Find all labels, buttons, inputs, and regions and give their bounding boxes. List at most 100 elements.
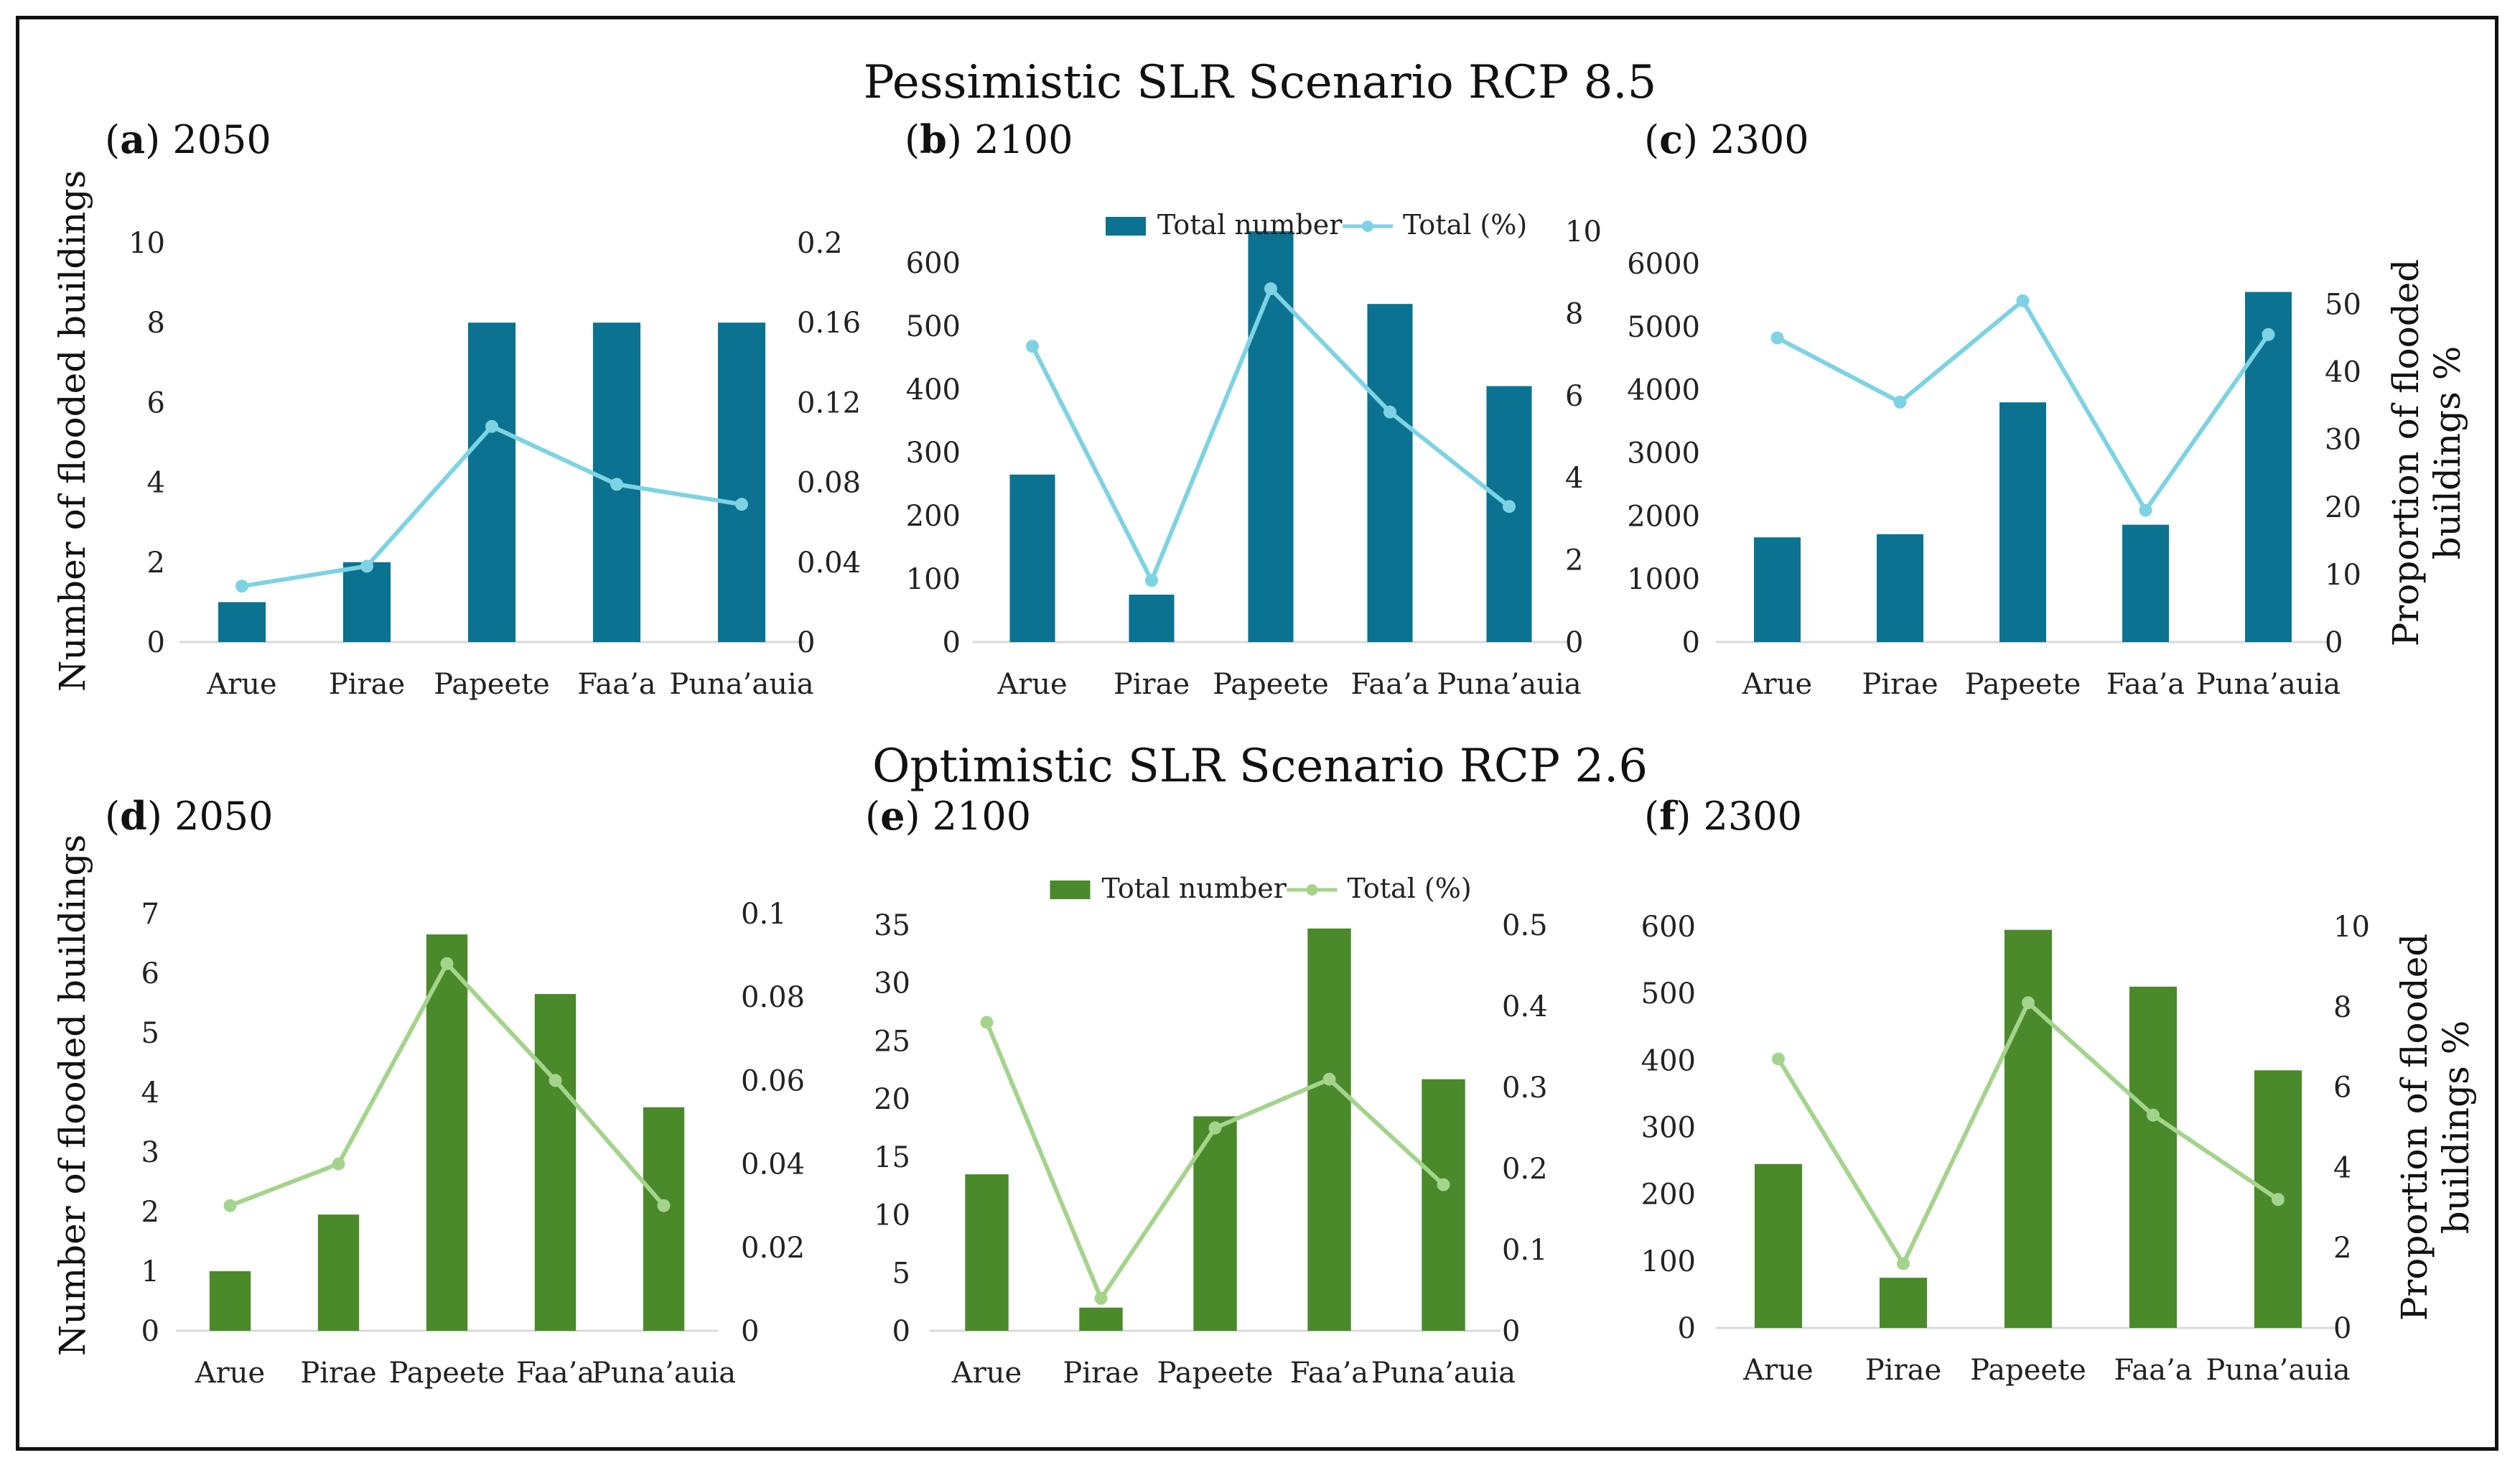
- right-tick-label: 20: [2325, 491, 2361, 524]
- panel-d: (d) 2050 0 1 2 3 4 5 6 7 0 0.02 0.04 0.06 0.08 0.1 Arue…: [105, 793, 805, 1390]
- category-label: Arue: [997, 668, 1067, 701]
- panel-letter: a: [120, 116, 145, 162]
- bar: [1754, 1163, 1803, 1328]
- bar: [2004, 929, 2053, 1328]
- left-tick-label: 2: [147, 547, 165, 580]
- category-label: Puna’auia: [1437, 668, 1581, 701]
- category-label: Faa’a: [1350, 668, 1429, 701]
- right-tick-label: 0: [2325, 626, 2343, 659]
- category-label: Puna’auia: [2196, 668, 2341, 701]
- percent-point: [1264, 282, 1277, 296]
- percent-point: [610, 478, 623, 491]
- left-tick-label: 25: [874, 1025, 910, 1058]
- left-tick-label: 400: [906, 373, 961, 406]
- bar: [2129, 986, 2178, 1328]
- right-tick-label: 0.4: [1502, 990, 1548, 1023]
- percent-point: [1383, 405, 1396, 419]
- legend-line-label: Total (%): [1348, 873, 1472, 904]
- left-tick-label: 5: [892, 1257, 910, 1290]
- right-tick-label: 0: [2333, 1312, 2351, 1345]
- category-label: Faa’a: [2106, 668, 2185, 701]
- legend-bar-label: Total number: [1102, 873, 1287, 904]
- left-tick-label: 2000: [1627, 500, 1700, 533]
- left-tick-label: 400: [1641, 1044, 1696, 1077]
- right-tick-label: 2: [2333, 1232, 2351, 1265]
- percent-point: [2262, 327, 2275, 341]
- percent-point: [1145, 574, 1158, 587]
- bar: [1877, 534, 1923, 642]
- right-tick-label: 0: [1565, 626, 1583, 659]
- category-label: Papeete: [1965, 668, 2081, 701]
- right-tick-label: 0.06: [741, 1064, 805, 1097]
- percent-point: [1094, 1291, 1108, 1305]
- panel-label: (c) 2300: [1644, 116, 1809, 162]
- left-tick-label: 6: [147, 386, 165, 419]
- category-label: Papeete: [1157, 1357, 1274, 1390]
- left-tick-label: 5000: [1627, 311, 1700, 344]
- percent-point: [1026, 340, 1039, 353]
- right-tick-label: 0.04: [741, 1148, 805, 1181]
- right-tick-label: 0.1: [1502, 1234, 1548, 1267]
- paren-close: ): [947, 117, 962, 162]
- bar: [643, 1107, 685, 1331]
- paren-close: ): [147, 794, 162, 839]
- right-tick-label: 0: [741, 1315, 759, 1348]
- percent-point: [2139, 503, 2152, 517]
- panel-label: (e) 2100: [865, 793, 1031, 839]
- paren-open: (: [905, 117, 920, 162]
- right-tick-label: 10: [1565, 215, 1602, 248]
- bar: [1422, 1079, 1465, 1331]
- paren-close: ): [1683, 117, 1698, 162]
- percent-point: [485, 419, 498, 433]
- left-axis-title-top: Number of flooded buildings: [52, 170, 93, 692]
- right-tick-label: 8: [1565, 297, 1583, 330]
- figure-frame: [16, 16, 2498, 1451]
- category-label: Puna’auia: [592, 1357, 736, 1390]
- bar: [1879, 1278, 1928, 1328]
- bar: [218, 602, 266, 642]
- panel-a: (a) 2050 0 2 4 6 8 10 0 0.04 0.08 0.12 0.16 0.2 Arue P…: [105, 116, 861, 701]
- percent-point: [1322, 1072, 1336, 1086]
- category-label: Puna’auia: [669, 668, 813, 701]
- right-tick-label: 50: [2325, 288, 2361, 321]
- bar: [1009, 474, 1055, 642]
- bar: [317, 1214, 360, 1331]
- category-label: Pirae: [1063, 1357, 1139, 1390]
- pessimistic-scenario-title: Pessimistic SLR Scenario RCP 8.5: [863, 56, 1657, 109]
- category-label: Papeete: [434, 668, 550, 701]
- percent-point: [440, 957, 454, 970]
- bar: [1367, 304, 1413, 642]
- right-tick-label: 0.08: [741, 981, 805, 1014]
- right-tick-label: 10: [2333, 911, 2370, 944]
- left-tick-label: 4000: [1627, 374, 1700, 407]
- right-tick-label: 0.12: [797, 386, 861, 419]
- category-label: Faa’a: [516, 1357, 594, 1390]
- category-label: Arue: [1742, 668, 1812, 701]
- legend-bar-swatch: [1106, 217, 1146, 236]
- percent-point: [332, 1157, 345, 1171]
- percent-point: [549, 1074, 562, 1087]
- panel-year: 2100: [920, 794, 1032, 839]
- paren-open: (: [105, 117, 120, 162]
- paren-open: (: [1644, 794, 1659, 839]
- percent-point: [1503, 500, 1516, 514]
- left-tick-label: 4: [147, 467, 165, 500]
- legend-line-marker: [1306, 884, 1318, 896]
- left-tick-label: 1: [141, 1255, 159, 1288]
- legend-line-label: Total (%): [1403, 209, 1527, 241]
- right-tick-label: 2: [1565, 544, 1583, 577]
- category-label: Arue: [195, 1357, 265, 1390]
- right-axis-title-line1: Proportion of flooded: [2394, 934, 2435, 1321]
- category-label: Pirae: [329, 668, 405, 701]
- panel-year: 2050: [160, 117, 271, 162]
- right-tick-label: 0.2: [1502, 1153, 1548, 1186]
- right-tick-label: 40: [2325, 356, 2361, 389]
- bar: [1248, 231, 1294, 642]
- percent-point: [1897, 1257, 1910, 1270]
- percent-point: [2022, 996, 2035, 1010]
- right-tick-label: 0.04: [797, 547, 861, 580]
- paren-open: (: [865, 794, 880, 839]
- right-tick-label: 30: [2325, 424, 2361, 457]
- right-tick-label: 0.08: [797, 467, 861, 500]
- right-tick-label: 0.1: [741, 898, 787, 931]
